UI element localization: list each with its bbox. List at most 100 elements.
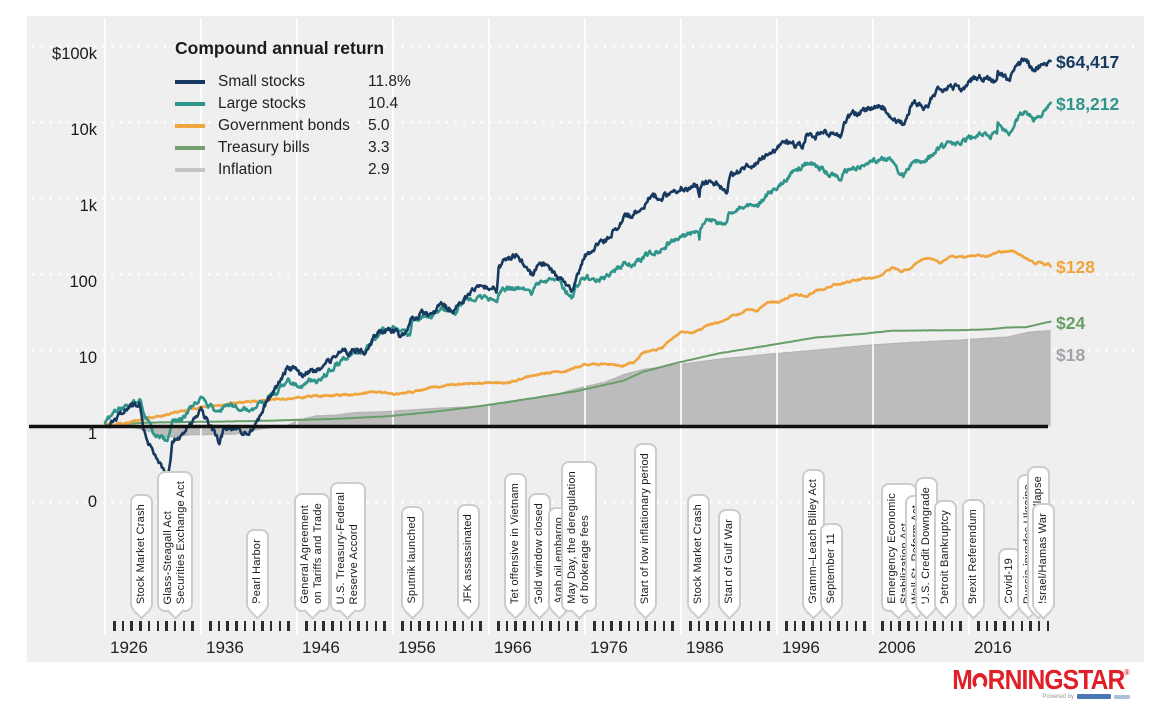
event-flag-text: Stock Market Crash — [134, 504, 147, 605]
event-flag: Brexit Referendum — [962, 499, 986, 613]
year-tick — [540, 621, 543, 631]
event-flag: Glass-Steagall Act Securities Exchange Ac… — [157, 471, 194, 613]
event-flag-text: U.S. Treasury-Federal — [334, 492, 347, 605]
legend-swatch-icon — [175, 102, 205, 106]
year-tick — [802, 621, 805, 631]
legend-label: Small stocks — [218, 73, 305, 90]
year-tick — [147, 621, 151, 631]
event-flag: May Day, the deregulation of brokerage fe… — [561, 461, 598, 612]
logo-letters: RNINGSTAR — [988, 664, 1126, 695]
year-tick — [139, 621, 142, 631]
year-tick — [950, 621, 954, 631]
year-tick — [881, 621, 884, 631]
year-tick — [401, 621, 404, 631]
logo-letter-m: M — [952, 664, 974, 695]
inflation-line — [104, 330, 1051, 438]
event-flag-text: Glass-Steagall Act — [162, 510, 175, 605]
event-flag-text: Gold window closed — [533, 503, 546, 605]
series-end-value: $18,212 — [1056, 93, 1120, 114]
legend-return-value: 11.8% — [368, 73, 411, 90]
registered-mark: ® — [1124, 668, 1130, 677]
legend-item: Inflation 2.9 — [175, 159, 411, 181]
year-tick — [915, 621, 919, 631]
year-tick — [662, 621, 666, 631]
event-flag: Tet offensive in Vietnam — [504, 473, 528, 613]
legend-item: Large stocks 10.4 — [175, 93, 411, 115]
year-tick — [243, 621, 247, 631]
legend-swatch-icon — [175, 146, 205, 150]
year-tick — [348, 621, 351, 631]
legend-label: Government bonds — [218, 117, 350, 134]
year-tick — [418, 621, 421, 631]
year-tick — [1029, 621, 1032, 631]
event-flag-text: of brokerage fees — [579, 514, 592, 604]
event-flag: September 11 — [820, 523, 844, 612]
year-tick — [365, 621, 369, 631]
year-tick — [497, 621, 500, 631]
event-flag-text: May Day, the deregulation — [566, 471, 579, 604]
year-tick — [470, 621, 474, 631]
year-tick — [811, 621, 814, 631]
decade-label: 1976 — [590, 638, 628, 657]
event-flag: JFK assassinated — [457, 504, 481, 613]
logo-o-icon — [972, 673, 988, 690]
year-tick — [278, 621, 282, 631]
event-flag-text: September 11 — [825, 533, 838, 604]
legend-item: Government bonds 5.0 — [175, 115, 411, 137]
event-flag-text: Gramm–Leach Bliley Act — [806, 479, 819, 604]
decade-label: 1946 — [302, 638, 340, 657]
year-tick — [741, 621, 744, 631]
event-flag-text: Detroit Bankruptcy — [938, 510, 951, 605]
year-tick — [566, 621, 570, 631]
year-tick — [723, 621, 727, 631]
inflation-area — [105, 330, 1051, 437]
powered-by-line: Powered by — [928, 694, 1130, 700]
decade-label: 1926 — [110, 638, 148, 657]
partner-logo-tail — [1114, 694, 1130, 699]
year-tick — [209, 621, 212, 631]
year-tick — [697, 621, 701, 631]
year-tick — [1020, 621, 1023, 631]
year-tick — [749, 621, 753, 631]
legend-return-value: 5.0 — [368, 117, 390, 134]
year-tick — [191, 621, 194, 631]
year-tick — [531, 621, 535, 631]
series-end-value: $18 — [1056, 345, 1086, 366]
y-axis-label: 0 — [87, 492, 97, 511]
year-tick — [845, 621, 849, 631]
year-tick — [453, 621, 456, 631]
year-tick — [435, 621, 439, 631]
year-tick — [165, 621, 168, 631]
decade-label: 2016 — [974, 638, 1012, 657]
year-tick — [994, 621, 997, 631]
year-tick — [269, 621, 273, 631]
year-tick — [715, 621, 718, 631]
year-tick — [653, 621, 657, 631]
branding: M RNINGSTAR® Powered by — [928, 664, 1130, 700]
year-tick — [758, 621, 762, 631]
legend-item: Treasury bills 3.3 — [175, 137, 411, 159]
event-flag: Start of low inflationary period — [633, 443, 657, 613]
legend-return-value: 2.9 — [368, 161, 390, 178]
year-tick — [322, 621, 325, 631]
year-tick — [593, 621, 596, 631]
decade-label: 1966 — [494, 638, 532, 657]
year-tick — [182, 621, 186, 631]
series-end-value: $128 — [1056, 257, 1095, 278]
year-tick — [173, 621, 177, 631]
year-tick — [461, 621, 465, 631]
legend-swatch-icon — [175, 168, 205, 172]
legend-swatch-icon — [175, 80, 205, 84]
year-tick — [261, 621, 264, 631]
year-tick — [767, 621, 770, 631]
legend-title: Compound annual return — [175, 38, 385, 58]
year-tick — [898, 621, 901, 631]
year-tick — [619, 621, 622, 631]
year-tick — [121, 621, 125, 631]
event-flag-text: Tet offensive in Vietnam — [509, 483, 522, 605]
year-tick — [409, 621, 413, 631]
year-tick — [793, 621, 797, 631]
event-flag-text: Sputnik launched — [405, 516, 418, 604]
year-tick — [645, 621, 648, 631]
